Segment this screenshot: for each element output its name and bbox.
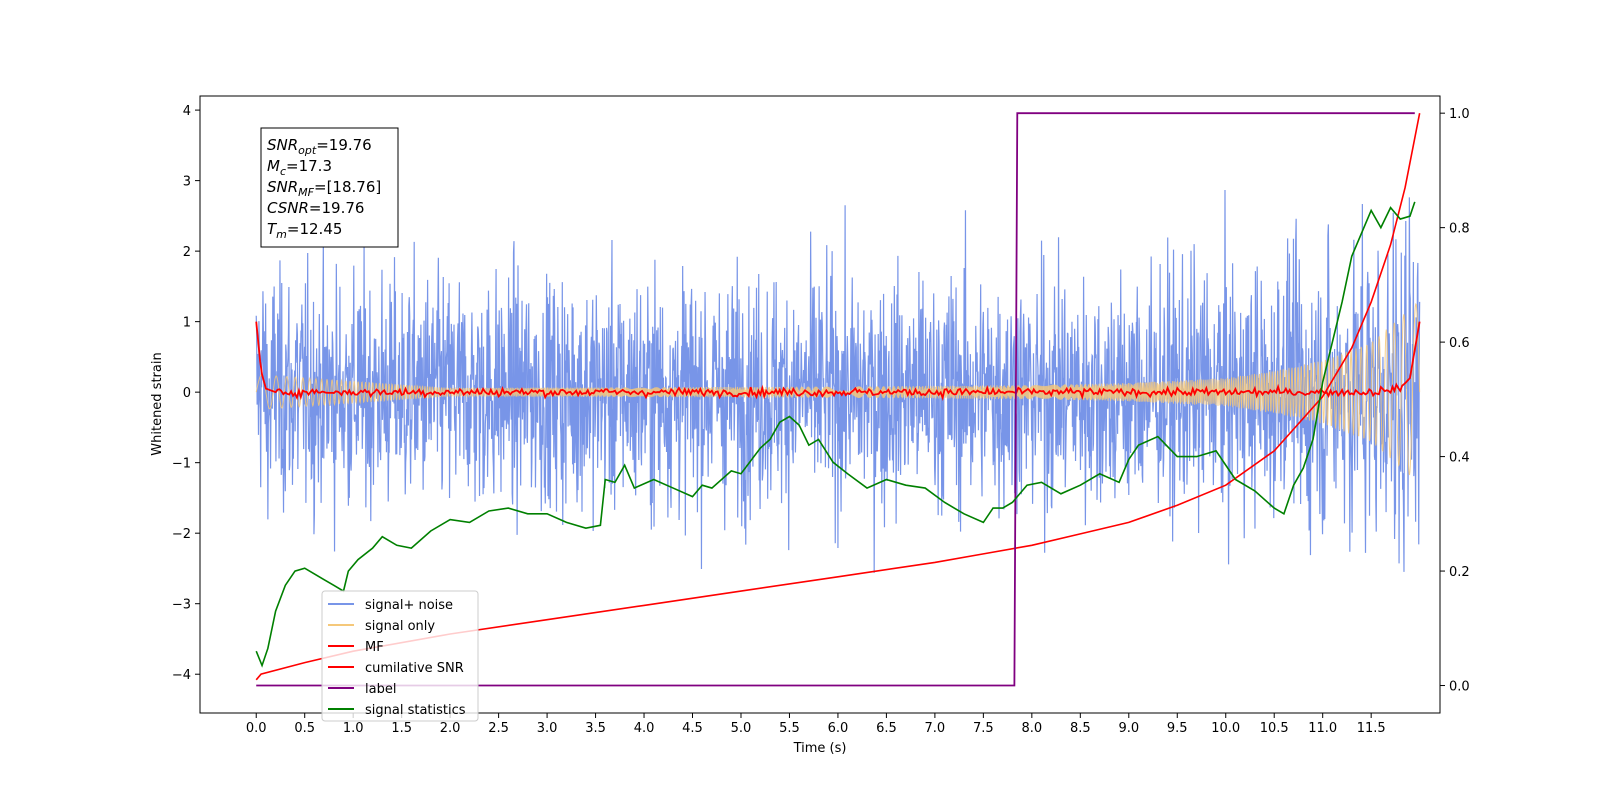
y2-tick-label: 0.4 — [1449, 451, 1470, 466]
y-tick-label: 1 — [183, 316, 191, 331]
y-axis-label: Whitened strain — [150, 352, 165, 455]
axes-layer: 0.0 0.5 1.0 1.5 2.0 2.5 3.0 3.5 4.0 4.5 5.0 5.5 6.0 6… — [172, 104, 1470, 736]
x-tick-label: 9.5 — [1167, 721, 1188, 736]
y2-tick-label: 0.2 — [1449, 565, 1470, 580]
x-tick-label: 10.5 — [1260, 721, 1289, 736]
y-tick-label: −3 — [172, 598, 191, 613]
x-tick-label: 8.5 — [1070, 721, 1091, 736]
x-tick-label: 11.5 — [1357, 721, 1386, 736]
x-tick-label: 3.5 — [585, 721, 606, 736]
stats-line: Tm=12.45 — [267, 220, 342, 241]
x-tick-label: 0.5 — [294, 721, 315, 736]
x-tick-label: 9.0 — [1118, 721, 1139, 736]
series-signal-noise — [255, 190, 1421, 573]
stats-line: Mc=17.3 — [267, 157, 332, 178]
y2-tick-label: 0.8 — [1449, 222, 1470, 237]
x-tick-label: 1.5 — [391, 721, 412, 736]
stats-line: SNRopt=19.76 — [267, 136, 372, 157]
y2-tick-label: 0.6 — [1449, 336, 1470, 351]
legend: signal+ noise signal only MF cumilative SNR… — [321, 590, 479, 722]
stats-line: CSNR=19.76 — [267, 199, 364, 217]
y-tick-label: 0 — [183, 386, 191, 401]
y-tick-label: −1 — [172, 457, 191, 472]
x-tick-label: 4.0 — [634, 721, 655, 736]
x-tick-label: 11.0 — [1308, 721, 1337, 736]
series-mf — [255, 321, 1421, 402]
legend-label: signal only — [365, 619, 435, 634]
y-tick-label: −4 — [172, 668, 191, 683]
legend-label: cumilative SNR — [365, 661, 464, 676]
x-tick-label: 5.0 — [731, 721, 752, 736]
x-tick-label: 7.5 — [973, 721, 994, 736]
legend-label: MF — [365, 640, 384, 655]
x-tick-label: 3.0 — [537, 721, 558, 736]
legend-label: signal+ noise — [365, 598, 453, 613]
x-tick-label: 1.0 — [343, 721, 364, 736]
y-tick-label: −2 — [172, 527, 191, 542]
x-axis-label: Time (s) — [793, 741, 847, 756]
x-tick-label: 7.0 — [925, 721, 946, 736]
y-tick-label: 2 — [183, 245, 191, 260]
series-signal-statistics — [255, 201, 1416, 668]
x-tick-label: 2.5 — [488, 721, 509, 736]
legend-frame — [321, 590, 479, 722]
y-tick-label: 4 — [183, 104, 191, 119]
x-tick-label: 10.0 — [1211, 721, 1240, 736]
x-tick-label: 6.5 — [876, 721, 897, 736]
x-tick-label: 6.0 — [828, 721, 849, 736]
stats-line: SNRMF=[18.76] — [267, 178, 381, 199]
y-tick-label: 3 — [183, 175, 191, 190]
x-tick-label: 2.0 — [440, 721, 461, 736]
legend-label: label — [365, 682, 396, 697]
x-tick-label: 5.5 — [779, 721, 800, 736]
series-label — [256, 112, 1415, 687]
x-tick-label: 4.5 — [682, 721, 703, 736]
legend-label: signal statistics — [365, 703, 466, 718]
plot-frame — [199, 95, 1441, 714]
x-tick-label: 8.0 — [1021, 721, 1042, 736]
y2-tick-label: 0.0 — [1449, 680, 1470, 695]
stats-box-frame — [260, 127, 399, 248]
stats-box: SNRopt=19.76Mc=17.3SNRMF=[18.76]CSNR=19.… — [260, 127, 399, 248]
y2-tick-label: 1.0 — [1449, 107, 1470, 122]
x-tick-label: 0.0 — [246, 721, 267, 736]
